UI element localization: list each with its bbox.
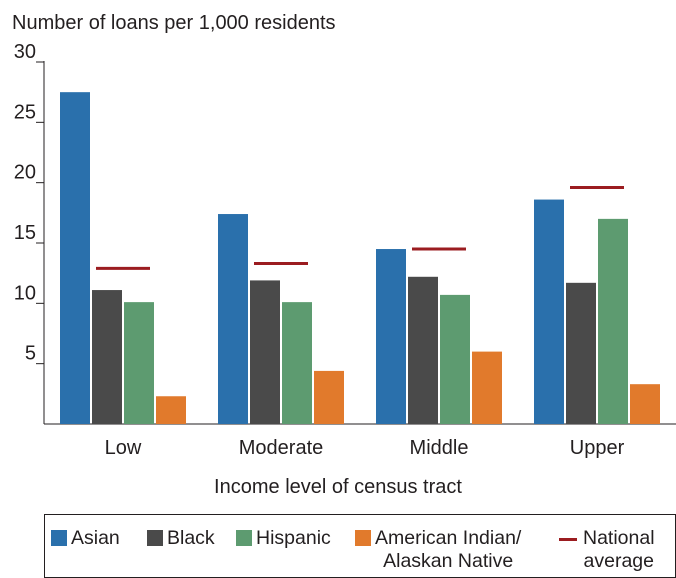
y-tick-label-5: 30 [14,41,36,63]
legend: Asian Black Hispanic American Indian/ Al… [44,514,676,578]
y-tick-label-0: 5 [25,343,36,365]
x-axis-title: Income level of census tract [214,476,462,498]
legend-swatch-asian [51,530,67,546]
y-axis-title: Number of loans per 1,000 residents [12,12,336,34]
bar-low-series-0 [60,92,90,425]
x-tick-label-upper: Upper [570,437,625,459]
bar-chart: 5 10 15 20 25 30 Low Moderate Middle Upper [14,41,676,459]
legend-item-hispanic: Hispanic [236,527,331,550]
legend-label-black: Black [167,527,215,549]
y-tick-label-1: 10 [14,282,36,304]
y-tick-label-3: 20 [14,162,36,184]
legend-swatch-hispanic [236,530,252,546]
bar-moderate-series-0 [218,214,248,424]
legend-swatch-black [147,530,163,546]
legend-label-national-average: National average [583,527,655,572]
legend-item-national-average: National average [559,527,655,573]
legend-label-asian: Asian [71,527,120,549]
y-tick-label-4: 25 [14,101,36,123]
legend-item-black: Black [147,527,215,550]
bar-middle-series-2 [440,294,470,424]
legend-item-american-indian: American Indian/ Alaskan Native [355,527,521,573]
legend-label-american-indian: American Indian/ Alaskan Native [375,527,522,572]
bar-middle-series-3 [472,351,502,424]
bar-upper-series-1 [566,282,596,424]
bar-moderate-series-3 [314,370,344,424]
legend-swatch-national-average [559,538,577,541]
bar-low-series-2 [124,302,154,424]
x-tick-label-middle: Middle [410,437,469,459]
y-tick-label-2: 15 [14,222,36,244]
x-tick-label-low: Low [105,437,142,459]
bar-moderate-series-2 [282,302,312,424]
bar-low-series-1 [92,290,122,424]
legend-label-hispanic: Hispanic [256,527,331,549]
bar-upper-series-2 [598,218,628,424]
bar-upper-series-3 [630,384,660,424]
x-tick-label-moderate: Moderate [239,437,324,459]
legend-swatch-american-indian [355,530,371,546]
bar-moderate-series-1 [250,280,280,424]
bar-middle-series-1 [408,276,438,424]
legend-item-asian: Asian [51,527,120,550]
bar-upper-series-0 [534,199,564,424]
bar-low-series-3 [156,396,186,424]
bar-middle-series-0 [376,249,406,424]
